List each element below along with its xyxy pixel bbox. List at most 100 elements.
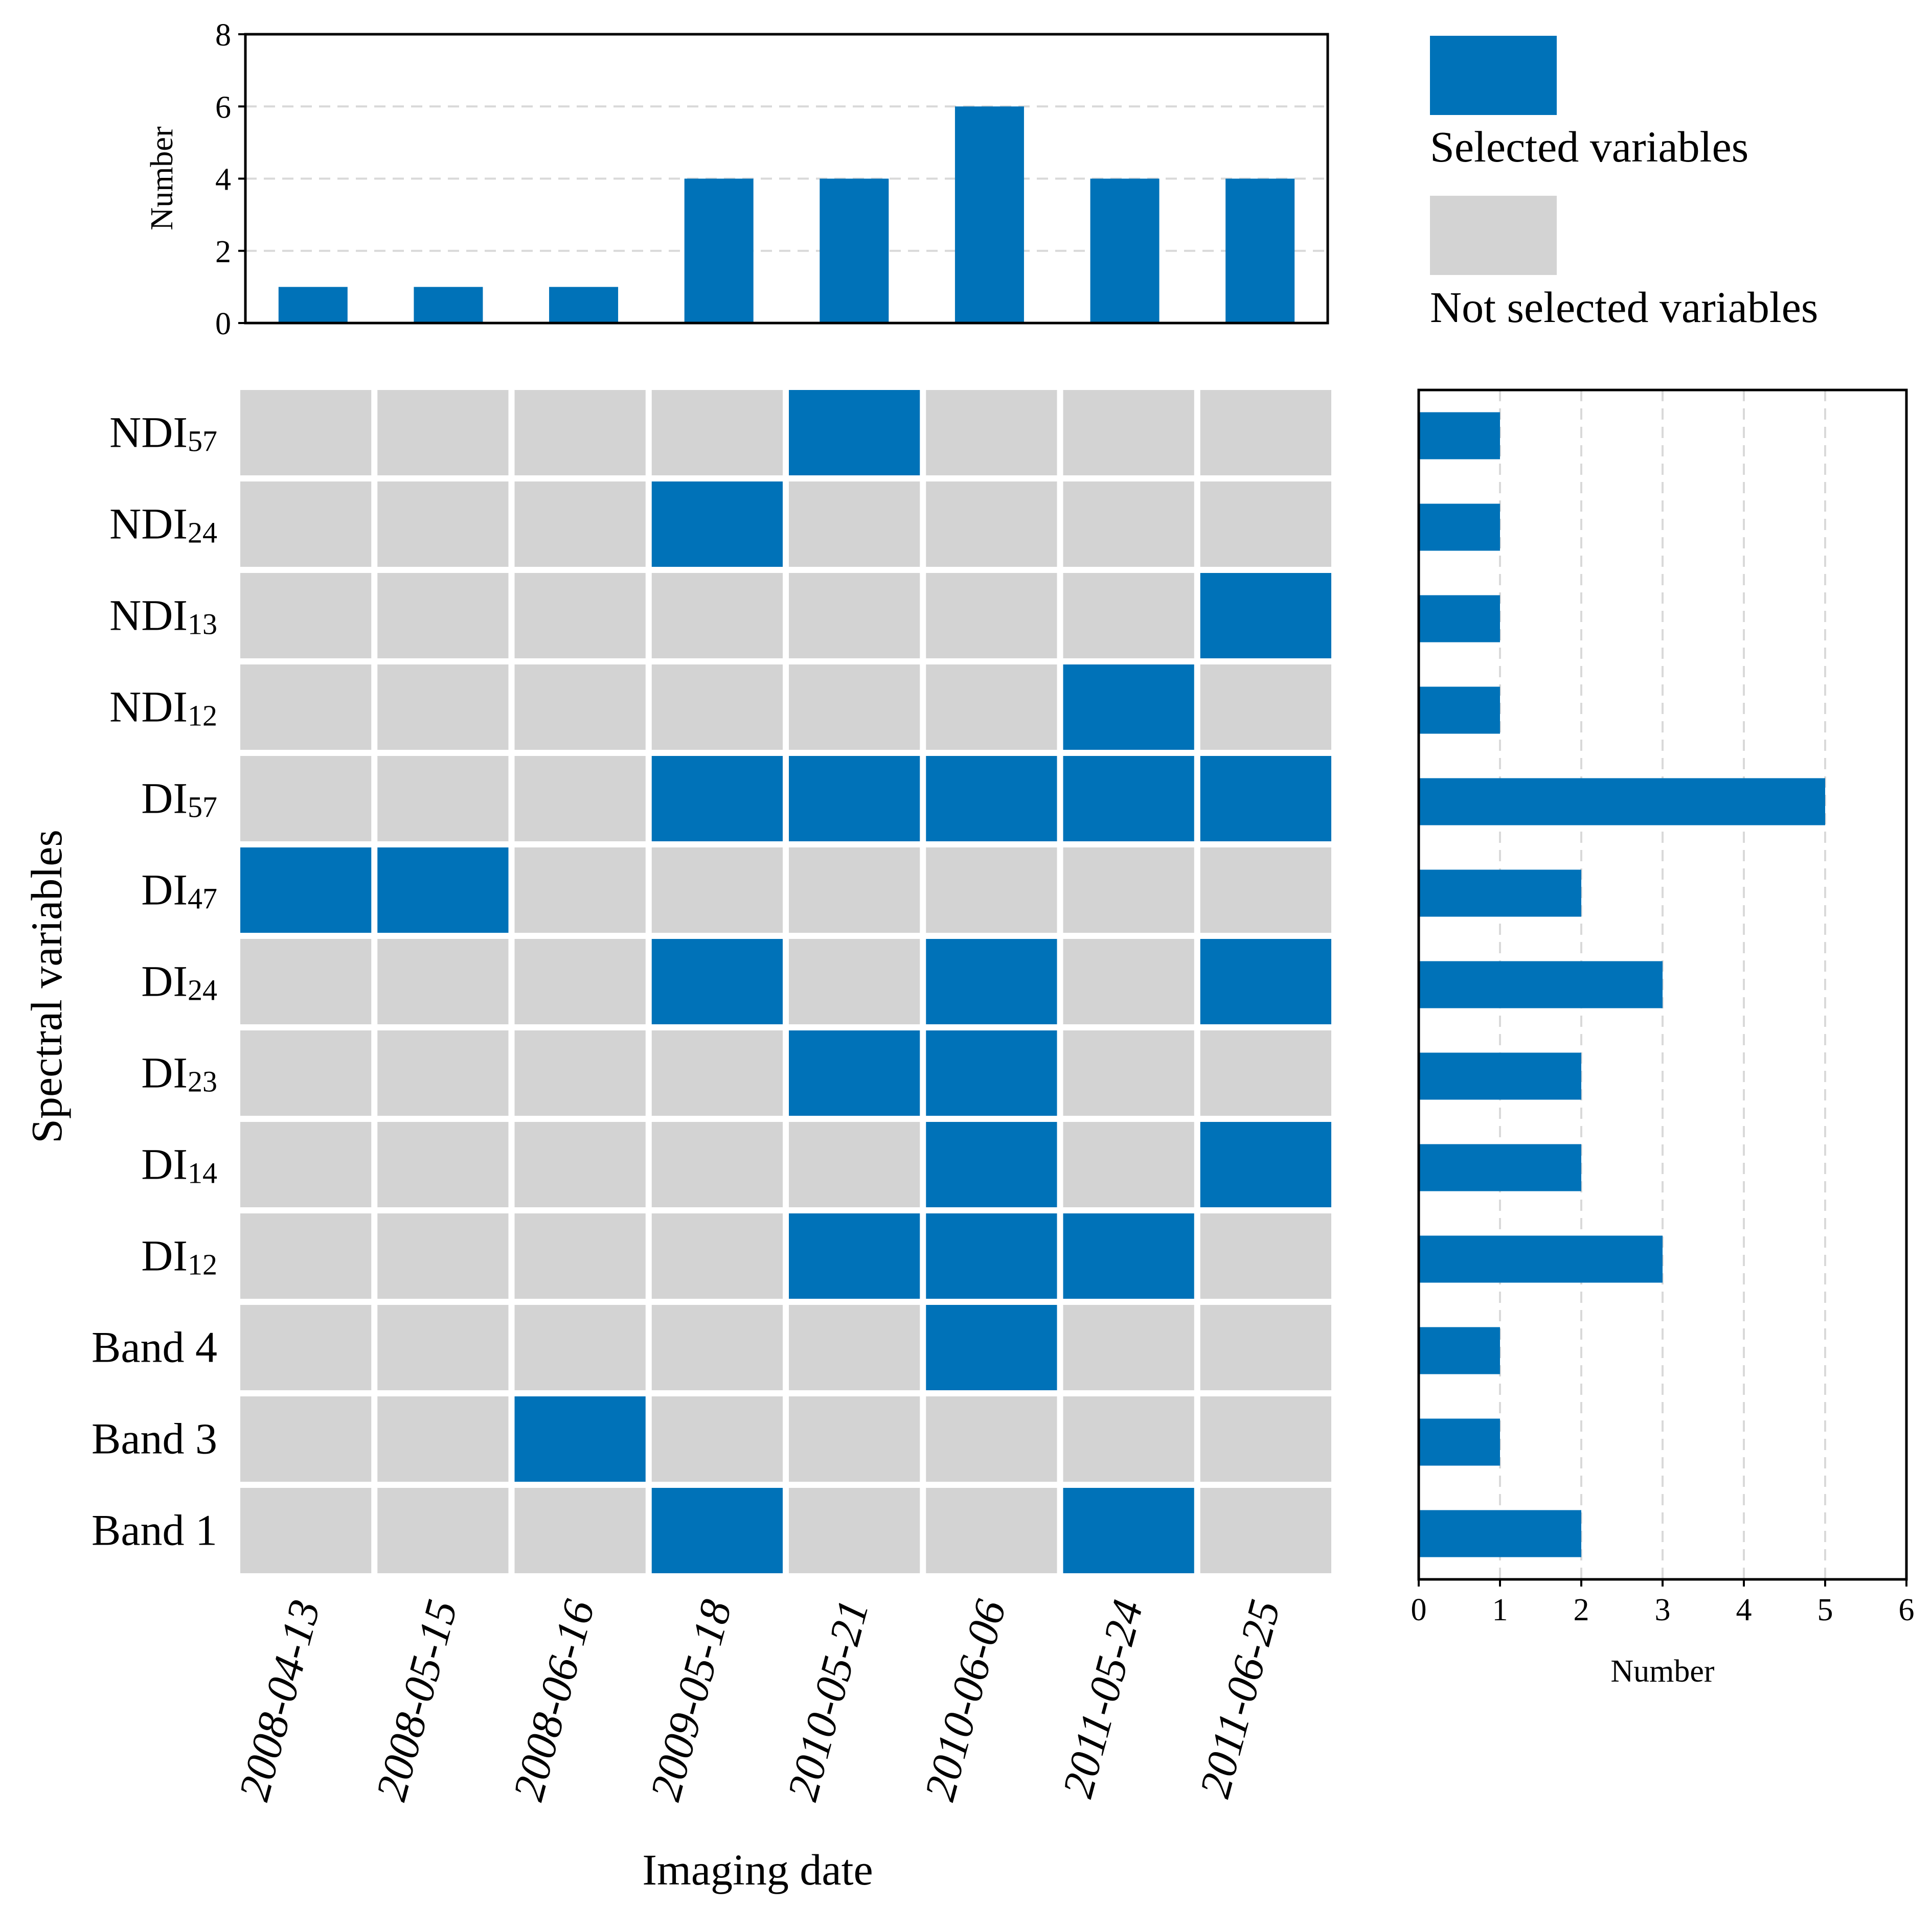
heatmap-cell-band-1-2008-04-13 bbox=[240, 1488, 372, 1573]
heatmap-cell-band-4-2008-06-16 bbox=[514, 1305, 646, 1390]
heatmap-cell-band-4-2008-05-15 bbox=[377, 1305, 509, 1390]
right-bar-di47 bbox=[1419, 869, 1581, 917]
right-bar-band-4 bbox=[1419, 1327, 1500, 1374]
heatmap-cell-di47-2008-04-13 bbox=[240, 847, 372, 933]
heatmap-cell-ndi13-2008-04-13 bbox=[240, 573, 372, 658]
heatmap-cell-di23-2011-06-25 bbox=[1200, 1030, 1331, 1116]
heatmap-row-labels: NDI57 NDI24 NDI13 NDI12 DI57 DI47 DI24 DI23 DI14… bbox=[92, 408, 217, 1555]
heatmap-cell-band-1-2010-05-21 bbox=[789, 1488, 920, 1573]
heatmap-cell-ndi13-2010-05-21 bbox=[789, 573, 920, 658]
right-bar-band-3 bbox=[1419, 1418, 1500, 1466]
right-x-tick-label-4: 4 bbox=[1736, 1593, 1752, 1627]
heatmap-cell-di23-2011-05-24 bbox=[1063, 1030, 1194, 1116]
heatmap-cell-band-1-2008-06-16 bbox=[514, 1488, 646, 1573]
heatmap-column-label-2010-05-21: 2010-05-21 bbox=[778, 1595, 878, 1805]
heatmap-cell-di57-2009-05-18 bbox=[651, 756, 783, 841]
heatmap-row-label-ndi13: NDI13 bbox=[109, 591, 217, 641]
legend-swatch-selected bbox=[1430, 36, 1557, 115]
heatmap-cell-band-3-2009-05-18 bbox=[651, 1396, 783, 1482]
heatmap-row-label-band-4: Band 4 bbox=[92, 1323, 217, 1372]
heatmap-cell-band-3-2008-04-13 bbox=[240, 1396, 372, 1482]
heatmap-cell-di47-2010-05-21 bbox=[789, 847, 920, 933]
heatmap-cell-di23-2008-05-15 bbox=[377, 1030, 509, 1116]
heatmap-cell-ndi13-2010-06-06 bbox=[926, 573, 1057, 658]
legend-label-not-selected: Not selected variables bbox=[1430, 283, 1818, 332]
right-bar-ndi57 bbox=[1419, 412, 1500, 459]
right-bar-di24 bbox=[1419, 961, 1663, 1008]
heatmap-cell-di23-2008-04-13 bbox=[240, 1030, 372, 1116]
right-x-tick-label-6: 6 bbox=[1899, 1593, 1915, 1627]
heatmap-column-label-2010-06-06: 2010-06-06 bbox=[915, 1595, 1015, 1805]
right-x-tick-label-0: 0 bbox=[1411, 1593, 1427, 1627]
top-bar-2008-04-13 bbox=[278, 287, 348, 323]
heatmap-cell-di23-2010-05-21 bbox=[789, 1030, 920, 1116]
right-x-tick-label-2: 2 bbox=[1574, 1593, 1589, 1627]
heatmap-cell-ndi57-2008-04-13 bbox=[240, 390, 372, 475]
right-chart-bars bbox=[1419, 412, 1825, 1557]
heatmap-cell-ndi24-2008-04-13 bbox=[240, 481, 372, 567]
heatmap-cell-di24-2009-05-18 bbox=[651, 939, 783, 1024]
right-x-tick-label-5: 5 bbox=[1817, 1593, 1833, 1627]
heatmap-row-label-di57: DI57 bbox=[141, 774, 217, 824]
heatmap-row-label-di12: DI12 bbox=[141, 1231, 217, 1281]
heatmap-cell-di24-2010-06-06 bbox=[926, 939, 1057, 1024]
top-y-tick-label-6: 6 bbox=[215, 90, 231, 125]
heatmap-cell-ndi12-2011-05-24 bbox=[1063, 664, 1194, 750]
heatmap-cell-band-3-2008-05-15 bbox=[377, 1396, 509, 1482]
heatmap-cell-di14-2008-05-15 bbox=[377, 1122, 509, 1207]
top-y-tick-label-4: 4 bbox=[215, 163, 231, 197]
top-chart-frame bbox=[244, 33, 1329, 325]
heatmap-cell-band-3-2011-05-24 bbox=[1063, 1396, 1194, 1482]
legend: Selected variables Not selected variable… bbox=[1430, 36, 1818, 332]
right-x-tick-label-3: 3 bbox=[1655, 1593, 1671, 1627]
heatmap-cell-di24-2010-05-21 bbox=[789, 939, 920, 1024]
legend-label-selected: Selected variables bbox=[1430, 122, 1748, 171]
heatmap-row-label-ndi24: NDI24 bbox=[109, 499, 217, 549]
heatmap-cell-ndi57-2011-05-24 bbox=[1063, 390, 1194, 475]
top-chart-y-ticks: 0 2 4 6 8 bbox=[215, 18, 245, 341]
heatmap-column-label-2011-06-25: 2011-06-25 bbox=[1190, 1595, 1289, 1802]
heatmap-cell-di23-2009-05-18 bbox=[651, 1030, 783, 1116]
heatmap-cell-ndi24-2011-06-25 bbox=[1200, 481, 1331, 567]
heatmap-cell-band-1-2010-06-06 bbox=[926, 1488, 1057, 1573]
heatmap-cell-di12-2009-05-18 bbox=[651, 1213, 783, 1299]
heatmap-cells bbox=[240, 390, 1331, 1573]
heatmap-cell-band-3-2010-06-06 bbox=[926, 1396, 1057, 1482]
heatmap-cell-ndi13-2011-05-24 bbox=[1063, 573, 1194, 658]
heatmap-cell-di57-2008-06-16 bbox=[514, 756, 646, 841]
heatmap-cell-di47-2011-06-25 bbox=[1200, 847, 1331, 933]
heatmap-cell-di14-2011-05-24 bbox=[1063, 1122, 1194, 1207]
heatmap-cell-di12-2008-04-13 bbox=[240, 1213, 372, 1299]
heatmap-row-label-band-1: Band 1 bbox=[92, 1506, 217, 1555]
heatmap-column-label-2008-04-13: 2008-04-13 bbox=[229, 1595, 330, 1805]
heatmap-cell-di14-2010-06-06 bbox=[926, 1122, 1057, 1207]
heatmap-cell-ndi57-2010-06-06 bbox=[926, 390, 1057, 475]
heatmap-cell-di14-2011-06-25 bbox=[1200, 1122, 1331, 1207]
right-chart-x-ticks: 0 1 2 3 4 5 6 bbox=[1411, 1579, 1915, 1627]
top-bar-2011-06-25 bbox=[1225, 178, 1295, 323]
top-y-tick-label-8: 8 bbox=[215, 18, 231, 53]
heatmap-column-label-2009-05-18: 2009-05-18 bbox=[641, 1595, 741, 1805]
heatmap-cell-band-1-2009-05-18 bbox=[651, 1488, 783, 1573]
right-bar-ndi13 bbox=[1419, 595, 1500, 642]
heatmap-cell-di12-2011-05-24 bbox=[1063, 1213, 1194, 1299]
heatmap-cell-band-1-2008-05-15 bbox=[377, 1488, 509, 1573]
heatmap-cell-ndi12-2008-04-13 bbox=[240, 664, 372, 750]
heatmap-cell-band-3-2011-06-25 bbox=[1200, 1396, 1331, 1482]
heatmap-cell-band-4-2008-04-13 bbox=[240, 1305, 372, 1390]
heatmap-cell-di12-2008-06-16 bbox=[514, 1213, 646, 1299]
heatmap-cell-di57-2010-05-21 bbox=[789, 756, 920, 841]
right-x-tick-label-1: 1 bbox=[1492, 1593, 1508, 1627]
right-bar-di23 bbox=[1419, 1052, 1581, 1100]
heatmap-cell-ndi13-2011-06-25 bbox=[1200, 573, 1331, 658]
heatmap-cell-ndi12-2011-06-25 bbox=[1200, 664, 1331, 750]
heatmap-cell-di47-2009-05-18 bbox=[651, 847, 783, 933]
heatmap-cell-ndi12-2010-05-21 bbox=[789, 664, 920, 750]
top-chart-gridlines bbox=[245, 105, 1328, 252]
heatmap-cell-di14-2010-05-21 bbox=[789, 1122, 920, 1207]
heatmap-cell-di12-2010-06-06 bbox=[926, 1213, 1057, 1299]
heatmap-cell-di57-2010-06-06 bbox=[926, 756, 1057, 841]
heatmap-y-axis-label: Spectral variables bbox=[22, 830, 71, 1143]
right-bar-di14 bbox=[1419, 1144, 1581, 1191]
